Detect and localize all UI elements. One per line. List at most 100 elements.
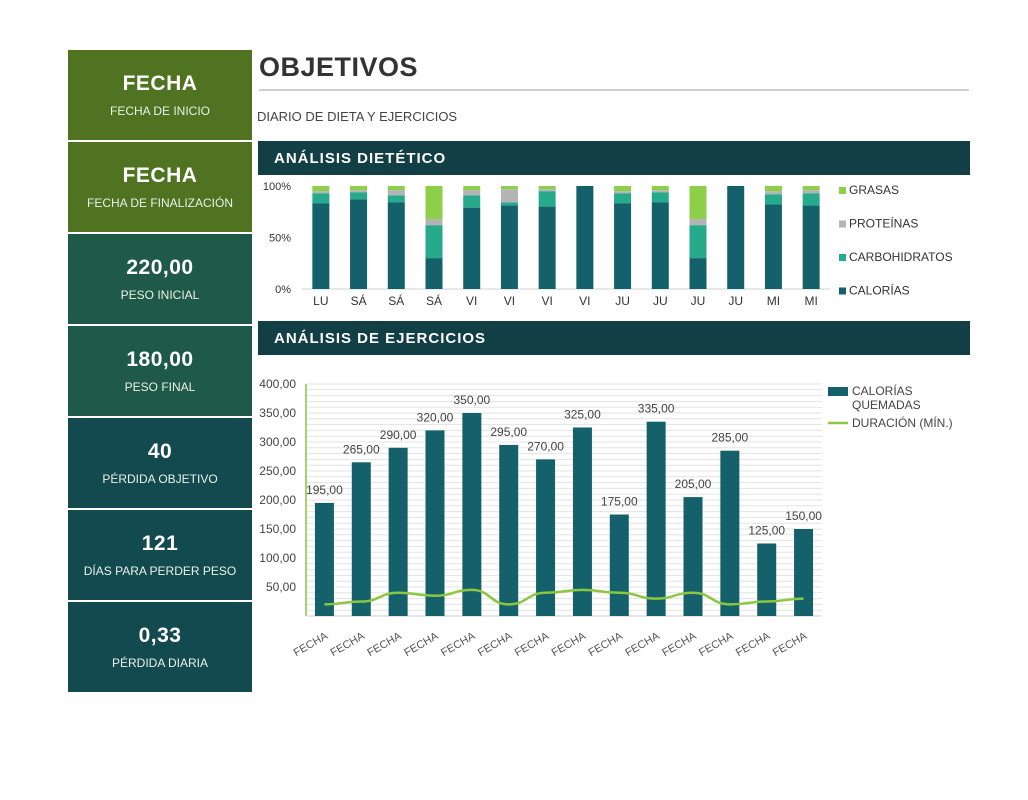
diet-bar-segment-grasas bbox=[538, 186, 556, 190]
diet-ytick-label: 50% bbox=[269, 233, 291, 245]
diet-bar-segment-grasas bbox=[312, 186, 330, 192]
days-value: 121 bbox=[141, 532, 179, 555]
diet-bar-segment-grasas bbox=[614, 186, 632, 192]
goal-loss-value: 40 bbox=[147, 440, 173, 463]
diet-section-header: ANÁLISIS DIETÉTICO bbox=[258, 141, 970, 175]
diet-bar-segment-carbohidratos bbox=[350, 192, 368, 200]
exercise-chart: 50,00 100,00 150,00 200,00 250,00 300,00 350,0… bbox=[259, 377, 953, 659]
end-date-label: FECHA DE FINALIZACIÓN bbox=[86, 196, 234, 210]
exercise-category-label: FECHA bbox=[660, 630, 699, 659]
diet-category-label: SÁ bbox=[388, 293, 404, 308]
daily-loss-card: 0,33 PÉRDIDA DIARIA bbox=[68, 602, 252, 692]
exercise-bar bbox=[757, 543, 777, 616]
exercise-bar-label: 285,00 bbox=[712, 431, 749, 445]
diet-ytick-label: 0% bbox=[275, 284, 291, 296]
diet-bar-segment-grasas bbox=[463, 186, 481, 191]
exercise-bar-label: 325,00 bbox=[564, 408, 601, 422]
diet-bar-segment-calorías bbox=[614, 203, 632, 289]
diet-bar-segment-calorías bbox=[463, 207, 481, 289]
final-weight-card: 180,00 PESO FINAL bbox=[68, 326, 252, 416]
diet-bar-segment-proteínas bbox=[614, 191, 632, 194]
diet-category-label: VI bbox=[466, 294, 477, 308]
diet-bar-segment-carbohidratos bbox=[614, 193, 632, 204]
exercise-bar bbox=[351, 462, 371, 616]
exercise-bar-label: 350,00 bbox=[454, 393, 491, 407]
exercise-ytick-label: 400,00 bbox=[259, 377, 296, 391]
diet-bar-segment-calorías bbox=[651, 202, 669, 289]
exercise-category-label: FECHA bbox=[328, 630, 367, 659]
end-date-value: FECHA bbox=[122, 164, 198, 187]
exercise-bar bbox=[794, 529, 814, 616]
diet-legend-swatch bbox=[839, 287, 846, 295]
exercise-ytick-label: 300,00 bbox=[259, 435, 296, 449]
goal-loss-card: 40 PÉRDIDA OBJETIVO bbox=[68, 418, 252, 508]
diet-bar-segment-proteínas bbox=[764, 191, 782, 195]
diet-bar-segment-calorías bbox=[689, 258, 707, 289]
diet-bar-segment-proteínas bbox=[312, 191, 330, 194]
exercise-bar bbox=[646, 421, 666, 616]
diet-bar-segment-carbohidratos bbox=[764, 194, 782, 205]
diet-legend-label: GRASAS bbox=[849, 183, 899, 197]
exercise-category-label: FECHA bbox=[365, 630, 404, 659]
diet-bar-segment-calorías bbox=[727, 186, 745, 289]
exercise-bar bbox=[720, 450, 740, 616]
diet-category-label: VI bbox=[541, 294, 552, 308]
page-title: OBJETIVOS bbox=[259, 52, 419, 82]
diet-bar-segment-proteínas bbox=[651, 190, 669, 193]
exercise-bar-label: 320,00 bbox=[417, 410, 454, 424]
diet-bar-segment-proteínas bbox=[500, 189, 518, 203]
diet-legend-swatch bbox=[839, 187, 846, 194]
exercise-bar bbox=[314, 502, 334, 616]
diet-bar-segment-calorías bbox=[500, 205, 518, 289]
diet-category-label: JU bbox=[653, 294, 668, 308]
exercise-bar-label: 150,00 bbox=[785, 509, 822, 523]
diet-category-label: MI bbox=[767, 294, 780, 308]
exercise-category-label: FECHA bbox=[586, 630, 625, 659]
diet-category-label: JU bbox=[728, 294, 743, 308]
diet-category-label: SÁ bbox=[351, 293, 367, 308]
diet-category-label: SÁ bbox=[426, 293, 442, 308]
diet-bar-segment-grasas bbox=[387, 186, 405, 191]
diet-bar-segment-calorías bbox=[425, 258, 443, 289]
diet-bar-segment-proteínas bbox=[463, 190, 481, 196]
diet-bar-segment-proteínas bbox=[425, 218, 443, 226]
exercise-duration-line bbox=[324, 588, 804, 606]
exercise-bar-label: 335,00 bbox=[638, 402, 675, 416]
diet-bar-segment-carbohidratos bbox=[387, 195, 405, 203]
diet-ytick-label: 100% bbox=[263, 181, 291, 193]
exercise-category-label: FECHA bbox=[292, 630, 331, 659]
exercise-category-label: FECHA bbox=[513, 630, 552, 659]
diet-legend-label: CALORÍAS bbox=[849, 283, 910, 298]
title-divider bbox=[259, 89, 969, 91]
exercise-ytick-label: 100,00 bbox=[259, 551, 296, 565]
start-date-value: FECHA bbox=[122, 72, 198, 95]
diet-bar-segment-calorías bbox=[576, 186, 594, 289]
start-date-card: FECHA FECHA DE INICIO bbox=[68, 50, 252, 140]
diet-bar-segment-calorías bbox=[350, 199, 368, 289]
exercise-bar-label: 295,00 bbox=[490, 425, 527, 439]
exercise-category-label: FECHA bbox=[771, 630, 810, 659]
diet-bar-segment-grasas bbox=[689, 186, 707, 219]
exercise-section-header: ANÁLISIS DE EJERCICIOS bbox=[258, 321, 970, 355]
diet-legend-label: CARBOHIDRATOS bbox=[849, 250, 953, 264]
exercise-bar-label: 205,00 bbox=[675, 477, 712, 491]
exercise-category-label: FECHA bbox=[623, 630, 662, 659]
diet-legend-label: PROTEÍNAS bbox=[849, 216, 918, 231]
exercise-category-label: FECHA bbox=[734, 630, 773, 659]
exercise-category-label: FECHA bbox=[550, 630, 589, 659]
exercise-bar-label: 290,00 bbox=[380, 428, 417, 442]
exercise-bar bbox=[499, 444, 519, 616]
exercise-bar-label: 175,00 bbox=[601, 495, 638, 509]
exercise-bar bbox=[425, 430, 445, 616]
diet-bar-segment-carbohidratos bbox=[689, 225, 707, 259]
exercise-legend-label-line: DURACIÓN (MÍN.) bbox=[852, 415, 953, 430]
diet-category-label: JU bbox=[691, 294, 706, 308]
diet-bar-segment-carbohidratos bbox=[312, 193, 330, 204]
diet-category-label: VI bbox=[504, 294, 515, 308]
exercise-category-label: FECHA bbox=[402, 630, 441, 659]
page-subtitle: DIARIO DE DIETA Y EJERCICIOS bbox=[257, 109, 458, 124]
exercise-bar bbox=[536, 459, 556, 616]
diet-bar-segment-carbohidratos bbox=[538, 191, 556, 207]
exercise-ytick-label: 50,00 bbox=[266, 580, 296, 594]
diet-category-label: JU bbox=[615, 294, 630, 308]
